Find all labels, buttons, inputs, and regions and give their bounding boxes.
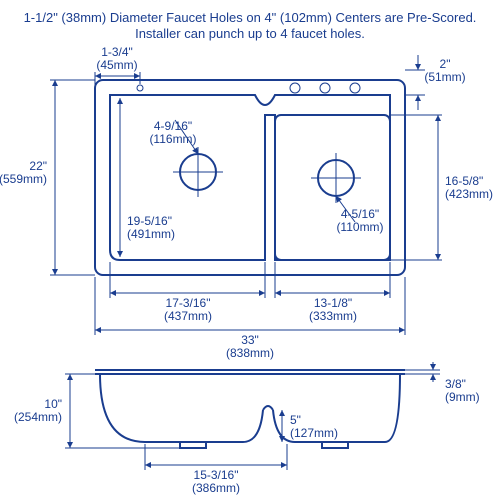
dim-3-8: 3/8" (9mm) (405, 362, 480, 404)
svg-text:4-5/16": 4-5/16" (341, 207, 379, 221)
svg-text:(254mm): (254mm) (14, 410, 62, 424)
dim-10: 10" (254mm) (14, 374, 180, 448)
top-view (95, 80, 405, 275)
svg-text:16-5/8": 16-5/8" (445, 174, 483, 188)
svg-text:22": 22" (29, 159, 47, 173)
svg-text:(116mm): (116mm) (149, 132, 196, 146)
dim-1-3-4: 1-3/4" (45mm) (95, 45, 140, 88)
svg-text:1-3/4": 1-3/4" (101, 45, 133, 59)
dim-2in: 2" (51mm) (405, 55, 466, 110)
svg-text:3/8": 3/8" (445, 377, 466, 391)
svg-text:(386mm): (386mm) (192, 481, 240, 495)
svg-text:33": 33" (241, 333, 259, 347)
sink-spec-diagram: 1-1/2" (38mm) Diameter Faucet Holes on 4… (0, 0, 500, 500)
svg-text:(45mm): (45mm) (96, 58, 137, 72)
dim-15-3-16: 15-3/16" (386mm) (145, 444, 287, 495)
svg-text:(51mm): (51mm) (424, 70, 465, 84)
dim-5: 5" (127mm) (282, 410, 338, 442)
svg-text:5": 5" (290, 413, 301, 427)
svg-text:(838mm): (838mm) (226, 346, 274, 360)
svg-text:19-5/16": 19-5/16" (127, 214, 172, 228)
svg-text:2": 2" (440, 57, 451, 71)
dim-33: 33" (838mm) (95, 277, 405, 360)
caption-l2: Installer can punch up to 4 faucet holes… (135, 26, 365, 41)
svg-text:4-9/16": 4-9/16" (154, 119, 192, 133)
svg-text:15-3/16": 15-3/16" (194, 468, 239, 482)
dim-13-1-8: 13-1/8" (333mm) (275, 262, 390, 323)
svg-text:(110mm): (110mm) (336, 220, 383, 234)
svg-text:(423mm): (423mm) (445, 187, 493, 201)
side-view (95, 370, 405, 448)
right-drain (311, 153, 361, 203)
svg-text:10": 10" (44, 397, 62, 411)
svg-text:(333mm): (333mm) (309, 309, 357, 323)
caption-l1: 1-1/2" (38mm) Diameter Faucet Holes on 4… (24, 10, 477, 25)
svg-text:(9mm): (9mm) (445, 390, 480, 404)
svg-text:13-1/8": 13-1/8" (314, 296, 352, 310)
svg-text:(127mm): (127mm) (290, 426, 338, 440)
svg-text:(437mm): (437mm) (164, 309, 212, 323)
dim-17-3-16: 17-3/16" (437mm) (110, 262, 265, 323)
svg-text:(559mm): (559mm) (0, 172, 47, 186)
left-drain (173, 147, 223, 197)
dim-4-5-16: 4-5/16" (110mm) (336, 196, 384, 234)
svg-text:(491mm): (491mm) (127, 227, 175, 241)
svg-text:17-3/16": 17-3/16" (166, 296, 211, 310)
dim-4-9-16: 4-9/16" (116mm) (149, 119, 198, 154)
dim-22: 22" (559mm) (0, 80, 95, 275)
